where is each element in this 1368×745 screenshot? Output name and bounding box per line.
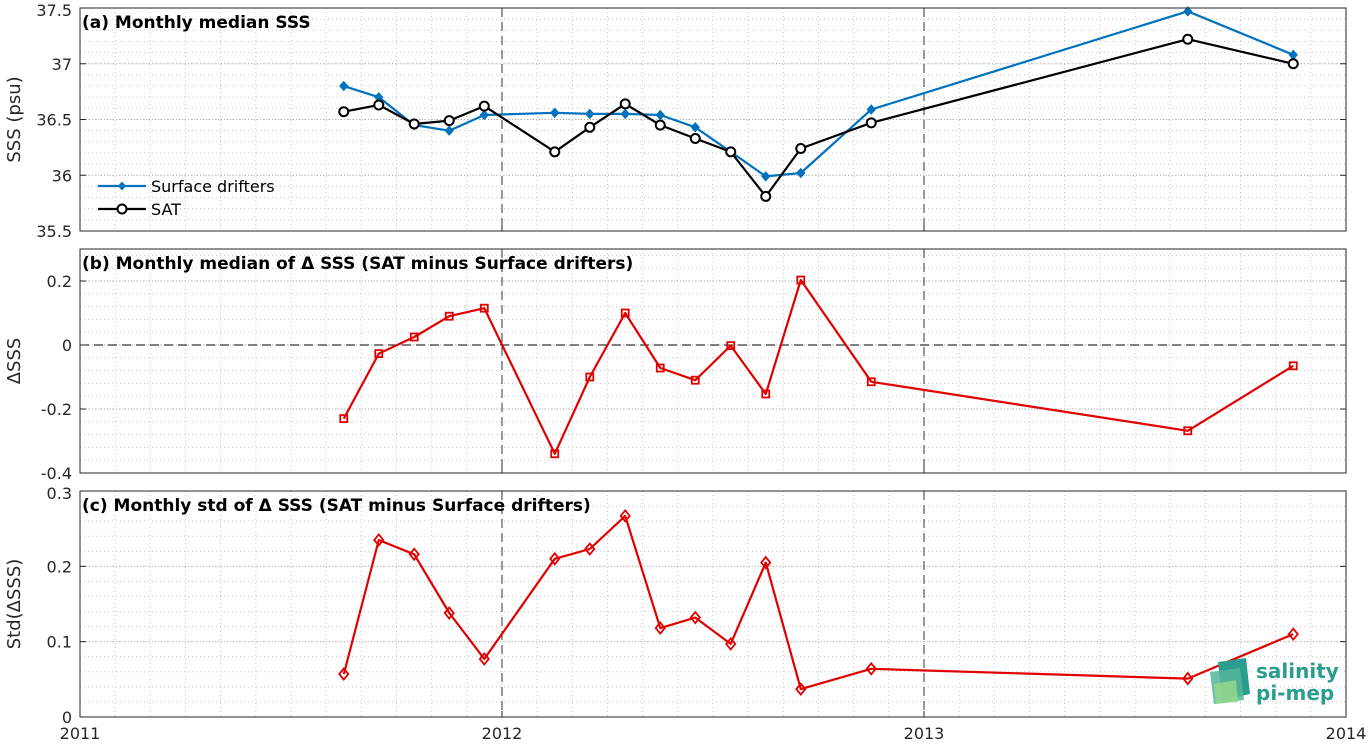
panel-title: (b) Monthly median of Δ SSS (SAT minus S… xyxy=(82,254,633,274)
data-point xyxy=(339,107,348,116)
y-tick-label: 36 xyxy=(52,166,72,185)
logo-line2: pi-mep xyxy=(1256,681,1334,705)
panel-3: 0 0.1 0.2 0.3 (c) Monthly std of Δ SSS (SAT … xyxy=(4,484,1346,727)
legend-label: Surface drifters xyxy=(151,177,275,196)
data-point xyxy=(656,121,665,130)
y-axis-label: SSS (psu) xyxy=(4,76,25,162)
salinity-pi-mep-logo: salinity pi-mep xyxy=(1210,658,1339,705)
y-tick-label: 0.3 xyxy=(47,484,72,503)
panel-title: (c) Monthly std of Δ SSS (SAT minus Surf… xyxy=(82,496,591,516)
logo-line1: salinity xyxy=(1256,659,1339,683)
data-point xyxy=(550,147,559,156)
y-tick-label: 37.5 xyxy=(36,1,72,20)
data-point xyxy=(726,147,735,156)
figure: 35.5 36 36.5 37 37.5 (a) Monthly median SSS SS… xyxy=(0,0,1368,745)
data-point xyxy=(585,123,594,132)
data-point xyxy=(796,144,805,153)
legend-label: SAT xyxy=(151,200,181,219)
data-point xyxy=(410,119,419,128)
data-point xyxy=(867,118,876,127)
y-tick-label: 0.1 xyxy=(47,633,72,652)
y-tick-label: -0.2 xyxy=(41,400,72,419)
legend-marker xyxy=(118,205,127,214)
y-tick-label: 36.5 xyxy=(36,111,72,130)
data-point xyxy=(445,116,454,125)
data-point xyxy=(1183,35,1192,44)
panel-title: (a) Monthly median SSS xyxy=(82,13,311,33)
panels: 35.5 36 36.5 37 37.5 (a) Monthly median SSS SS… xyxy=(4,1,1346,727)
y-tick-label: 0 xyxy=(62,336,72,355)
y-tick-label: 0.2 xyxy=(47,272,72,291)
data-point xyxy=(1289,59,1298,68)
data-point xyxy=(480,102,489,111)
data-point xyxy=(691,134,700,143)
panel-2: -0.4 -0.2 0 0.2 (b) Monthly median of Δ SSS … xyxy=(4,249,1346,483)
y-tick-label: 0.2 xyxy=(47,557,72,576)
y-axis-label: Std(ΔSSS) xyxy=(4,559,25,650)
y-axis-label: ΔSSS xyxy=(4,338,25,385)
x-tick-label: 2011 xyxy=(60,724,101,743)
data-point xyxy=(621,99,630,108)
x-tick-label: 2013 xyxy=(904,724,945,743)
x-tick-label: 2012 xyxy=(482,724,523,743)
y-tick-label: -0.4 xyxy=(41,464,72,483)
data-point xyxy=(761,192,770,201)
x-tick-label: 2014 xyxy=(1326,724,1367,743)
y-tick-label: 35.5 xyxy=(36,222,72,241)
panel-1: 35.5 36 36.5 37 37.5 (a) Monthly median SSS SS… xyxy=(4,1,1346,241)
data-point xyxy=(374,101,383,110)
y-tick-label: 37 xyxy=(52,55,72,74)
x-axis: 2011 2012 2013 2014 xyxy=(60,724,1367,743)
